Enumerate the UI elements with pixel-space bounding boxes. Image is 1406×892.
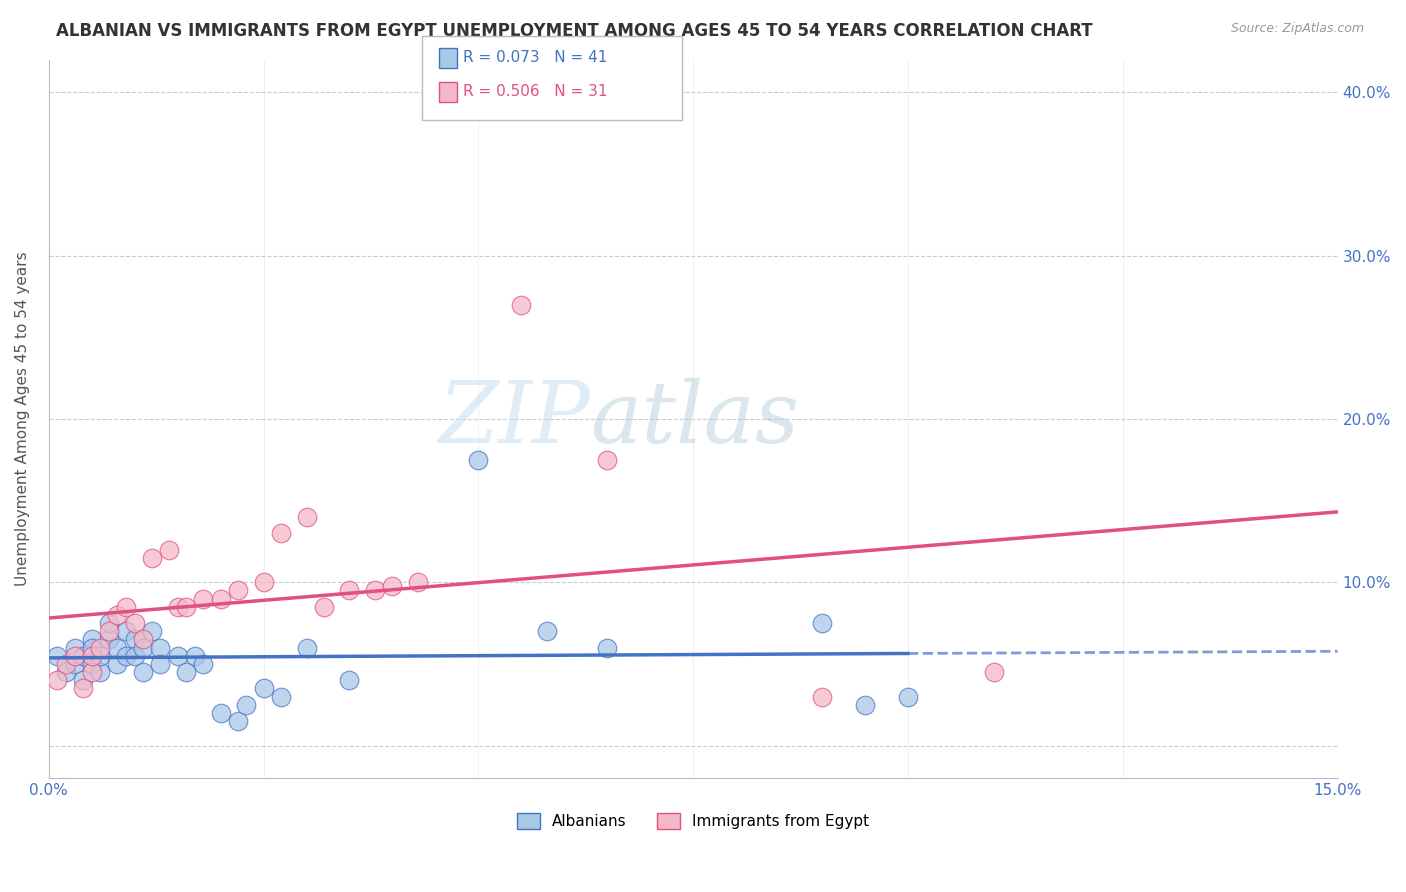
- Y-axis label: Unemployment Among Ages 45 to 54 years: Unemployment Among Ages 45 to 54 years: [15, 252, 30, 586]
- Point: [312, 599, 335, 614]
- Text: ZIP: ZIP: [439, 377, 591, 460]
- Point: [406, 575, 429, 590]
- Point: [811, 616, 834, 631]
- Legend: Albanians, Immigrants from Egypt: Albanians, Immigrants from Egypt: [510, 807, 876, 835]
- Point: [80, 657, 103, 671]
- Point: [270, 690, 292, 704]
- Point: [124, 616, 146, 631]
- Text: R = 0.506   N = 31: R = 0.506 N = 31: [463, 85, 607, 99]
- Point: [107, 657, 129, 671]
- Point: [157, 542, 180, 557]
- Point: [270, 526, 292, 541]
- Point: [89, 665, 111, 679]
- Point: [55, 665, 77, 679]
- Point: [132, 665, 155, 679]
- Point: [115, 648, 138, 663]
- Point: [381, 578, 404, 592]
- Point: [193, 591, 215, 606]
- Point: [80, 640, 103, 655]
- Point: [193, 657, 215, 671]
- Point: [80, 648, 103, 663]
- Point: [339, 583, 361, 598]
- Point: [252, 575, 274, 590]
- Point: [63, 657, 86, 671]
- Point: [97, 616, 120, 631]
- Point: [89, 640, 111, 655]
- Point: [166, 648, 188, 663]
- Point: [853, 698, 876, 712]
- Text: R = 0.073   N = 41: R = 0.073 N = 41: [463, 51, 607, 65]
- Text: ALBANIAN VS IMMIGRANTS FROM EGYPT UNEMPLOYMENT AMONG AGES 45 TO 54 YEARS CORRELA: ALBANIAN VS IMMIGRANTS FROM EGYPT UNEMPL…: [56, 22, 1092, 40]
- Point: [55, 657, 77, 671]
- Point: [467, 452, 489, 467]
- Point: [46, 648, 69, 663]
- Point: [295, 640, 318, 655]
- Point: [811, 690, 834, 704]
- Point: [209, 706, 232, 720]
- Point: [124, 632, 146, 647]
- Point: [80, 665, 103, 679]
- Point: [295, 509, 318, 524]
- Point: [149, 640, 172, 655]
- Point: [226, 714, 249, 728]
- Point: [63, 648, 86, 663]
- Point: [596, 640, 619, 655]
- Point: [63, 640, 86, 655]
- Point: [46, 673, 69, 688]
- Point: [536, 624, 558, 639]
- Point: [166, 599, 188, 614]
- Point: [983, 665, 1005, 679]
- Point: [897, 690, 920, 704]
- Point: [226, 583, 249, 598]
- Point: [124, 648, 146, 663]
- Point: [235, 698, 257, 712]
- Point: [107, 607, 129, 622]
- Point: [596, 452, 619, 467]
- Point: [72, 681, 94, 696]
- Point: [510, 297, 533, 311]
- Point: [80, 632, 103, 647]
- Point: [72, 673, 94, 688]
- Point: [132, 632, 155, 647]
- Point: [132, 640, 155, 655]
- Text: Source: ZipAtlas.com: Source: ZipAtlas.com: [1230, 22, 1364, 36]
- Point: [97, 624, 120, 639]
- Point: [209, 591, 232, 606]
- Point: [115, 599, 138, 614]
- Point: [174, 599, 197, 614]
- Point: [141, 550, 163, 565]
- Point: [339, 673, 361, 688]
- Point: [115, 624, 138, 639]
- Point: [107, 640, 129, 655]
- Point: [252, 681, 274, 696]
- Point: [174, 665, 197, 679]
- Point: [97, 632, 120, 647]
- Point: [149, 657, 172, 671]
- Point: [184, 648, 207, 663]
- Text: atlas: atlas: [591, 377, 799, 460]
- Point: [89, 648, 111, 663]
- Point: [72, 648, 94, 663]
- Point: [364, 583, 387, 598]
- Point: [141, 624, 163, 639]
